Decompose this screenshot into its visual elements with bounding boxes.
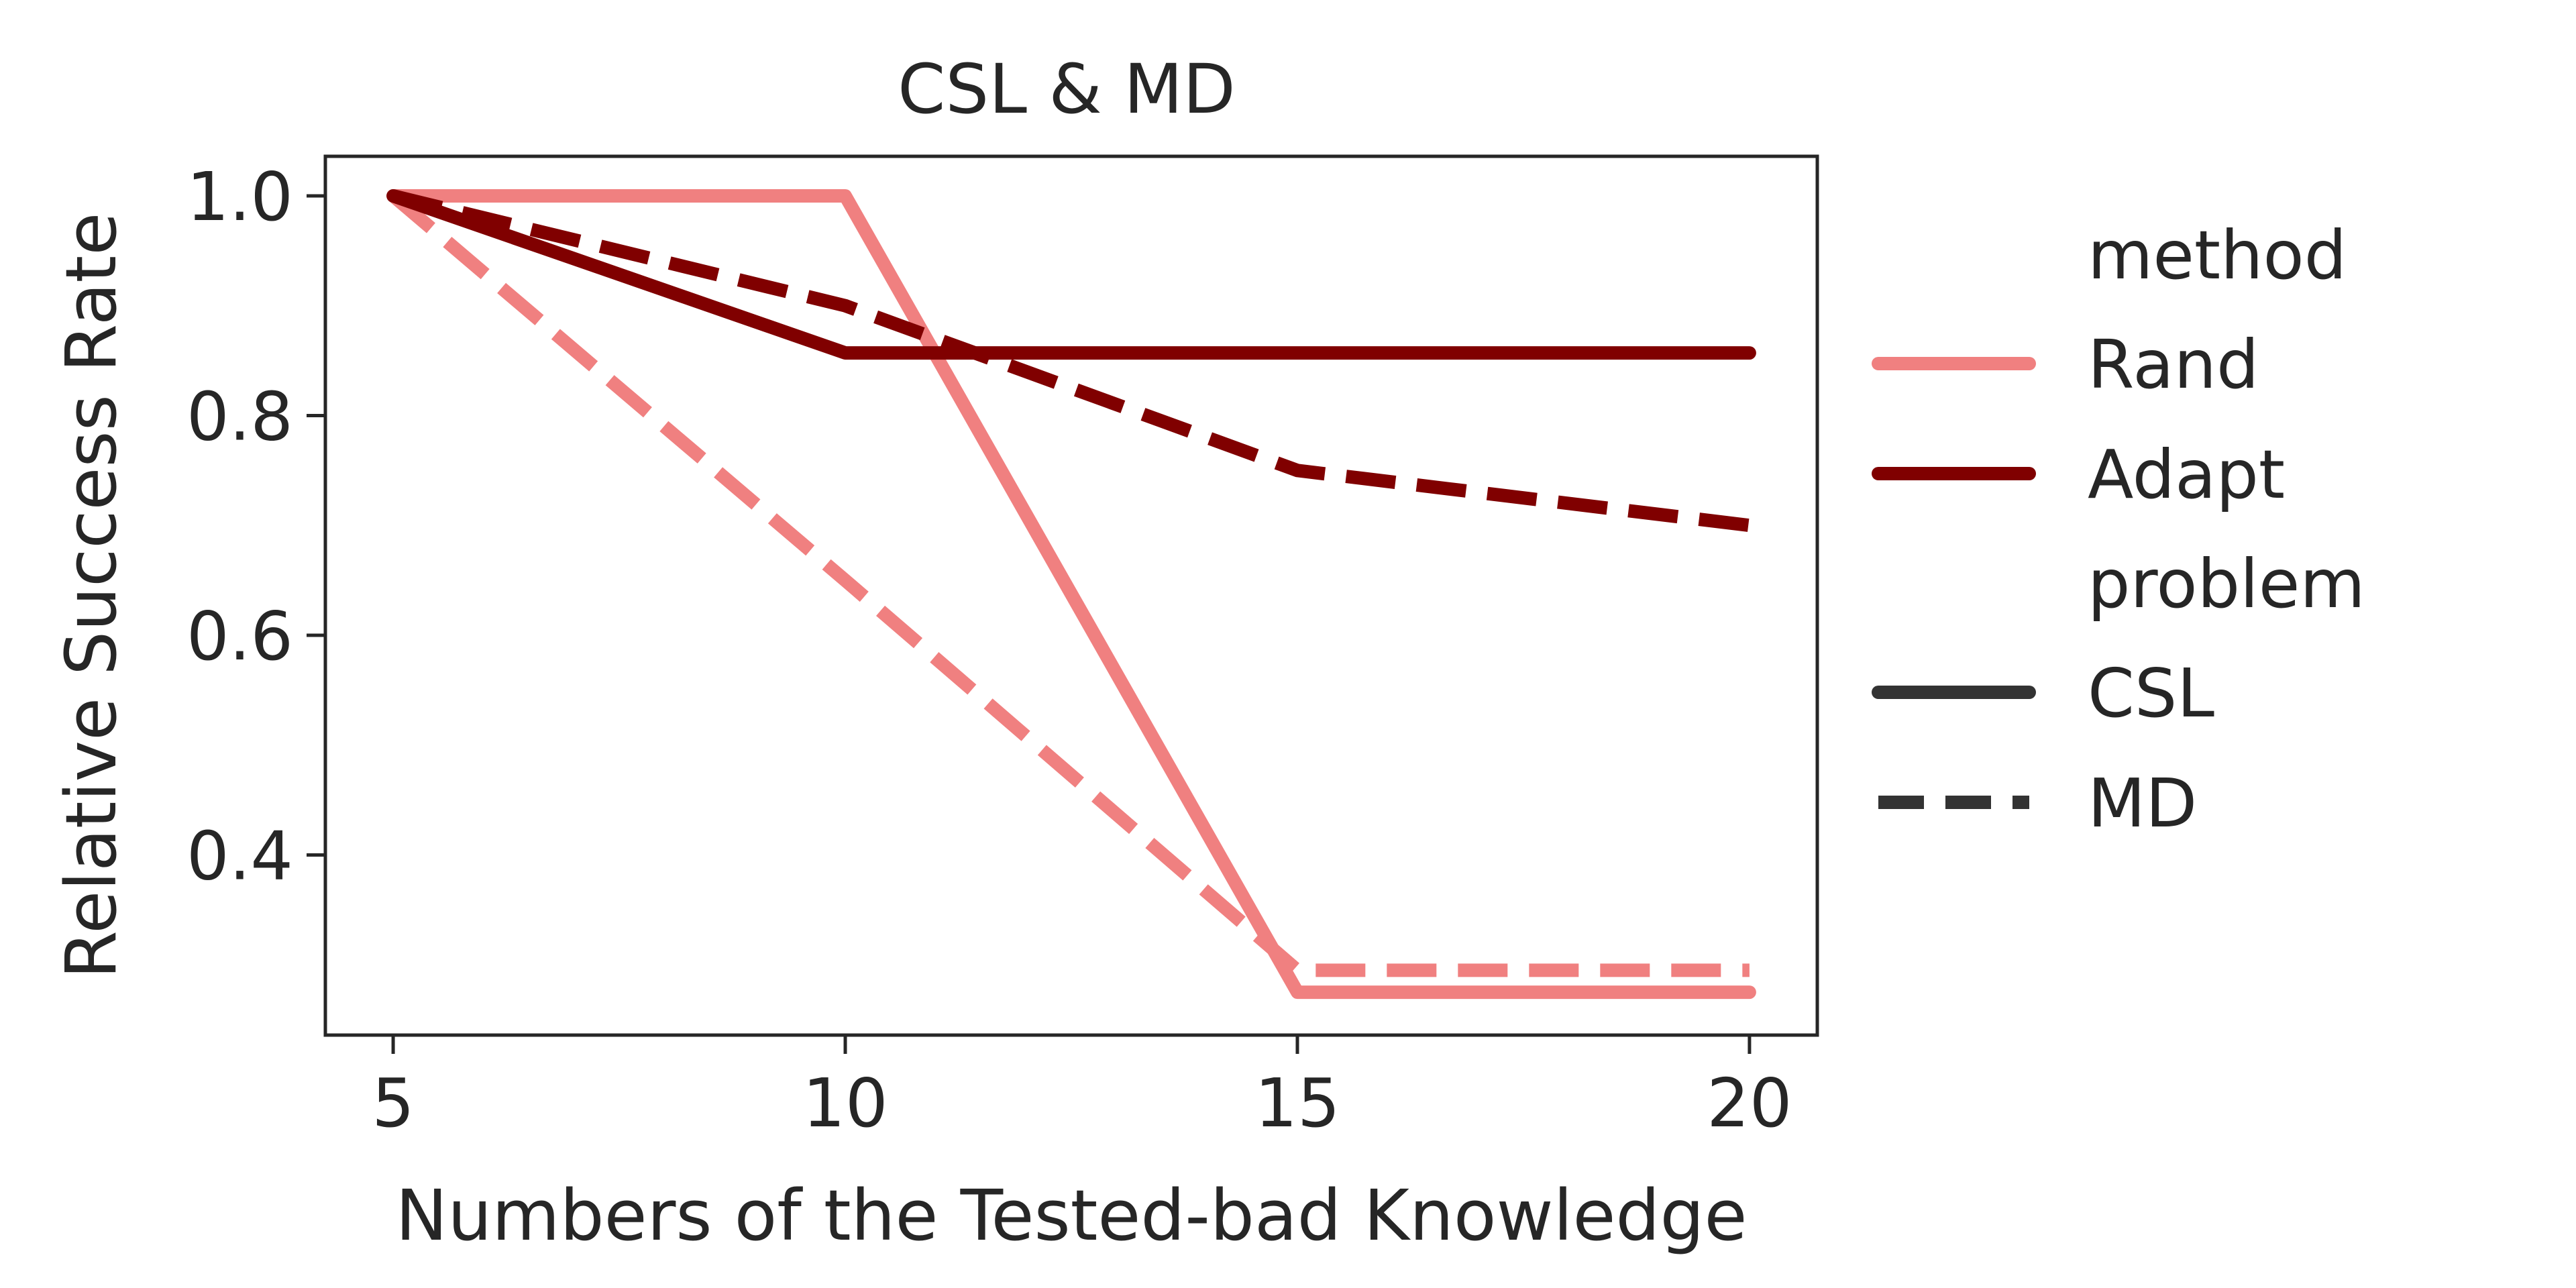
y-tick-label: 1.0 bbox=[186, 158, 293, 236]
legend-label: Rand bbox=[2088, 325, 2259, 404]
y-tick-label: 0.6 bbox=[186, 597, 293, 676]
legend-label: Adapt bbox=[2088, 435, 2285, 514]
chart-title: CSL & MD bbox=[898, 50, 1236, 129]
legend-label: MD bbox=[2088, 764, 2197, 843]
y-tick-label: 0.4 bbox=[186, 816, 293, 895]
legend-title: method bbox=[2088, 216, 2347, 294]
series-line-adapt-md bbox=[391, 189, 1751, 533]
plot-frame bbox=[323, 154, 1819, 1037]
plot-lines bbox=[386, 189, 1756, 1000]
y-axis-label: Relative Success Rate bbox=[50, 213, 132, 979]
series-line-rand-csl bbox=[386, 189, 1756, 1000]
x-axis-label: Numbers of the Tested-bad Knowledge bbox=[396, 1175, 1748, 1256]
x-tick-label: 15 bbox=[1254, 1064, 1340, 1142]
x-tick-label: 10 bbox=[802, 1064, 888, 1142]
series-line-rand-md bbox=[388, 191, 1750, 977]
y-axis: 0.4 0.6 0.8 1.0 bbox=[186, 158, 325, 895]
x-tick-label: 5 bbox=[372, 1064, 415, 1142]
legend-label: CSL bbox=[2088, 654, 2214, 733]
legend-title: problem bbox=[2088, 545, 2365, 623]
y-tick-label: 0.8 bbox=[186, 377, 293, 455]
series-line-adapt-csl bbox=[386, 189, 1756, 360]
x-tick-label: 20 bbox=[1707, 1064, 1792, 1142]
x-axis: 5 10 15 20 bbox=[372, 1035, 1792, 1142]
legend: method Rand Adapt problem CSL MD bbox=[1872, 216, 2365, 843]
